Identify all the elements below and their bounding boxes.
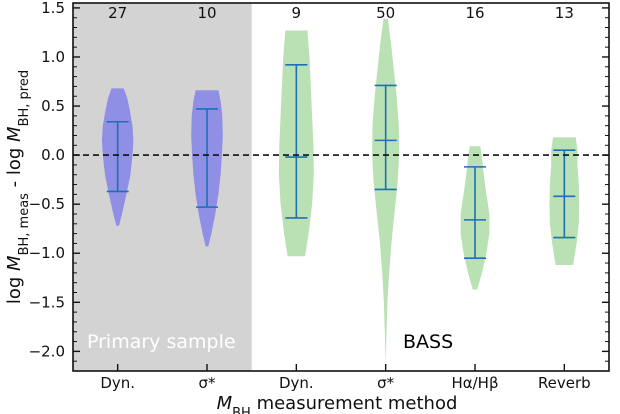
y-axis-title: log MBH, meas - log MBH, pred bbox=[4, 70, 32, 304]
y-tick-label: −2.0 bbox=[29, 342, 65, 360]
axes-layer: 1.5 1.0 0.5 0.0 −0.5 −1.0 −1.5 −2.0 Dyn. 27 σ* 10 Dy… bbox=[29, 0, 610, 392]
bass-label: BASS bbox=[403, 331, 453, 353]
plot-frame bbox=[72, 2, 610, 372]
x-tick-label: σ* bbox=[377, 374, 395, 392]
x-tick-label: Dyn. bbox=[279, 374, 314, 392]
sample-count-label: 13 bbox=[555, 4, 574, 22]
violins-layer bbox=[101, 18, 580, 365]
y-tick-label: 0.5 bbox=[41, 97, 65, 115]
x-tick-label: Hα/Hβ bbox=[451, 374, 498, 392]
sample-count-label: 27 bbox=[108, 4, 127, 22]
y-tick-label: 1.0 bbox=[41, 48, 65, 66]
primary-sample-background bbox=[73, 3, 252, 371]
sample-count-label: 16 bbox=[465, 4, 484, 22]
sample-count-label: 50 bbox=[376, 4, 395, 22]
sample-count-label: 9 bbox=[292, 4, 302, 22]
x-tick-label: Dyn. bbox=[100, 374, 135, 392]
y-tick-label: −1.5 bbox=[29, 293, 65, 311]
x-tick-label: σ* bbox=[198, 374, 216, 392]
y-tick-label: −0.5 bbox=[29, 195, 65, 213]
y-tick-label: 1.5 bbox=[41, 0, 65, 17]
x-axis-title: MBH measurement method bbox=[217, 393, 458, 414]
y-tick-label: −1.0 bbox=[29, 244, 65, 262]
sample-count-label: 10 bbox=[197, 4, 216, 22]
x-tick-label: Reverb bbox=[538, 374, 591, 392]
y-tick-label: 0.0 bbox=[41, 146, 65, 164]
violin-body bbox=[372, 18, 400, 365]
primary-sample-label: Primary sample bbox=[87, 331, 236, 353]
